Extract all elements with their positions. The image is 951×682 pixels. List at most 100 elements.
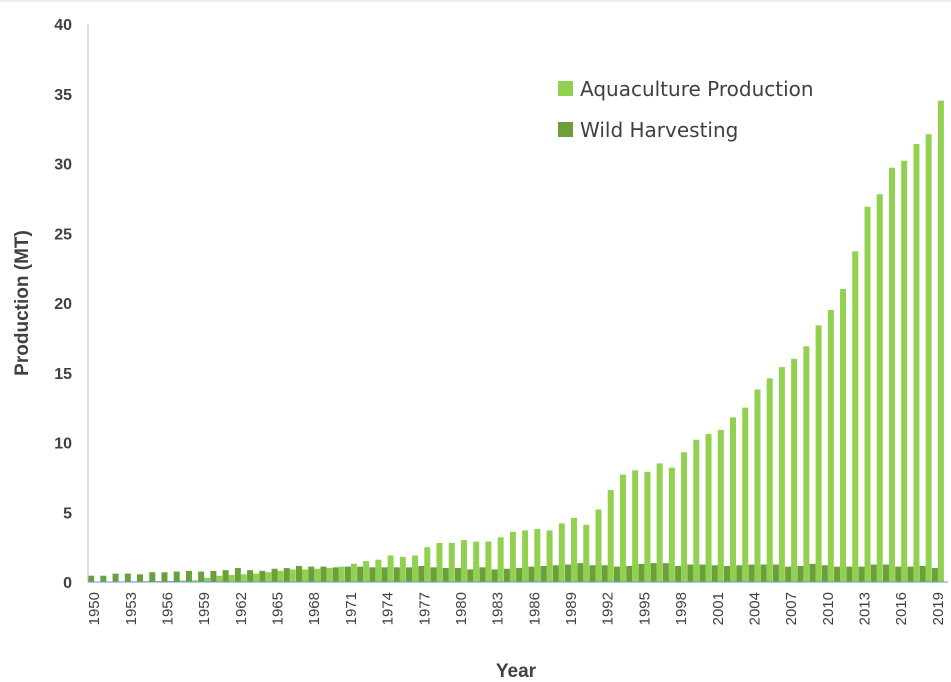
- wild-harvesting-bar-2007: [785, 566, 792, 582]
- wild-harvesting-bar-1959: [198, 571, 205, 582]
- aquaculture-bar-1992: [607, 489, 614, 582]
- aquaculture-bar-1988: [558, 523, 565, 582]
- wild-harvesting-bar-1983: [491, 569, 498, 582]
- y-axis-title: Production (MT): [12, 230, 33, 376]
- wild-harvesting-bar-1990: [577, 563, 584, 582]
- wild-harvesting-bar-2009: [809, 563, 816, 582]
- wild-harvesting-bar-1963: [247, 570, 254, 582]
- wild-harvesting-bar-2002: [724, 565, 730, 582]
- aquaculture-bar-1994: [632, 470, 639, 582]
- aquaculture-bar-2001: [717, 429, 724, 582]
- aquaculture-bar-1983: [497, 537, 504, 582]
- x-tick-label-1977: 1977: [416, 592, 433, 625]
- aquaculture-bar-1990: [583, 524, 590, 582]
- aquaculture-bar-2014: [876, 194, 883, 582]
- x-tick-label-1980: 1980: [453, 592, 470, 625]
- wild-harvesting-bar-2011: [834, 566, 841, 582]
- wild-harvesting-bar-1951: [100, 575, 107, 582]
- aquaculture-bar-1973: [375, 559, 382, 582]
- wild-harvesting-bar-1987: [540, 565, 547, 582]
- aquaculture-bar-2019: [937, 100, 944, 582]
- wild-harvesting-bar-1979: [442, 568, 449, 582]
- wild-harvesting-bar-1950: [88, 575, 95, 582]
- aquaculture-bar-2013: [864, 206, 871, 582]
- x-tick-label-1998: 1998: [673, 592, 690, 625]
- x-tick-label-2001: 2001: [710, 592, 727, 625]
- aquaculture-bar-1982: [485, 541, 492, 582]
- wild-harvesting-bar-1984: [503, 568, 510, 582]
- aquaculture-bar-1959: [204, 577, 211, 582]
- aquaculture-bar-1991: [595, 509, 602, 582]
- aquaculture-bar-1967: [302, 569, 308, 582]
- wild-harvesting-bar-1968: [308, 566, 315, 582]
- wild-harvesting-bar-1966: [283, 568, 290, 582]
- x-tick-label-1986: 1986: [526, 592, 543, 625]
- aquaculture-bar-1961: [228, 575, 235, 582]
- wild-harvesting-bar-1955: [149, 572, 156, 582]
- aquaculture-bar-1964: [265, 572, 272, 582]
- y-tick-label-40: 40: [54, 17, 72, 34]
- aquaculture-bar-1956: [167, 580, 174, 582]
- wild-harvesting-bar-1964: [259, 570, 266, 582]
- aquaculture-bar-2002: [730, 417, 736, 582]
- aquaculture-bar-1969: [326, 568, 333, 582]
- wild-harvesting-bar-2017: [907, 566, 914, 582]
- aquaculture-bar-1958: [191, 580, 198, 582]
- x-tick-label-1959: 1959: [196, 592, 213, 625]
- x-tick-label-1992: 1992: [600, 592, 617, 625]
- wild-harvesting-bar-2014: [870, 564, 877, 582]
- aquaculture-bar-2005: [766, 378, 773, 582]
- wild-harvesting-bar-1960: [210, 570, 217, 582]
- aquaculture-bar-2006: [778, 367, 785, 582]
- wild-harvesting-bar-1992: [601, 565, 608, 582]
- wild-harvesting-bar-1972: [357, 566, 364, 582]
- aquaculture-bar-1981: [473, 541, 480, 582]
- aquaculture-bar-2012: [852, 251, 859, 582]
- legend-label-aquaculture: Aquaculture Production: [580, 77, 814, 101]
- aquaculture-bar-1979: [448, 542, 455, 582]
- x-tick-label-2007: 2007: [783, 592, 800, 625]
- wild-harvesting-bar-1965: [271, 568, 278, 582]
- wild-harvesting-bar-1993: [613, 566, 620, 582]
- wild-harvesting-bar-1996: [650, 563, 657, 582]
- wild-harvesting-bar-1994: [626, 565, 633, 582]
- aquaculture-bar-1986: [534, 528, 541, 582]
- y-tick-label-20: 20: [54, 296, 72, 313]
- wild-harvesting-bar-2015: [882, 564, 889, 582]
- wild-harvesting-bar-1974: [381, 567, 388, 582]
- aquaculture-bar-1974: [387, 555, 394, 582]
- x-tick-label-1956: 1956: [159, 592, 176, 625]
- wild-harvesting-bar-2004: [748, 564, 755, 582]
- x-tick-label-1971: 1971: [343, 592, 360, 625]
- wild-harvesting-bar-1975: [393, 567, 400, 582]
- aquaculture-bar-2000: [705, 434, 712, 582]
- wild-harvesting-bar-1997: [662, 563, 669, 582]
- x-axis-title: Year: [496, 661, 537, 682]
- wild-harvesting-bar-2016: [895, 566, 902, 582]
- wild-harvesting-bar-1995: [638, 563, 645, 582]
- aquaculture-bar-2010: [827, 309, 834, 582]
- aquaculture-bar-2004: [754, 389, 761, 582]
- wild-harvesting-bar-2008: [797, 565, 804, 582]
- aquaculture-bar-1996: [656, 463, 663, 582]
- wild-harvesting-bar-1962: [234, 568, 241, 582]
- aquaculture-bar-1997: [668, 467, 675, 582]
- aquaculture-bar-2011: [840, 289, 847, 582]
- legend-swatch-wild: [558, 122, 573, 137]
- aquaculture-bar-2018: [925, 134, 932, 582]
- legend-label-wild: Wild Harvesting: [580, 118, 738, 142]
- x-tick-label-2013: 2013: [857, 592, 874, 625]
- aquaculture-bar-1995: [644, 471, 651, 582]
- wild-harvesting-bar-2001: [711, 565, 718, 582]
- wild-harvesting-bar-1967: [296, 565, 302, 582]
- aquaculture-bar-1978: [436, 542, 443, 582]
- aquaculture-bar-1987: [546, 530, 553, 582]
- wild-harvesting-bar-1973: [369, 567, 376, 582]
- x-tick-label-2010: 2010: [820, 592, 837, 625]
- wild-harvesting-bar-2003: [736, 565, 743, 582]
- wild-harvesting-bar-2006: [772, 564, 779, 582]
- x-tick-label-1968: 1968: [306, 592, 323, 625]
- wild-harvesting-bar-1982: [479, 567, 486, 582]
- aquaculture-bar-2016: [901, 160, 908, 582]
